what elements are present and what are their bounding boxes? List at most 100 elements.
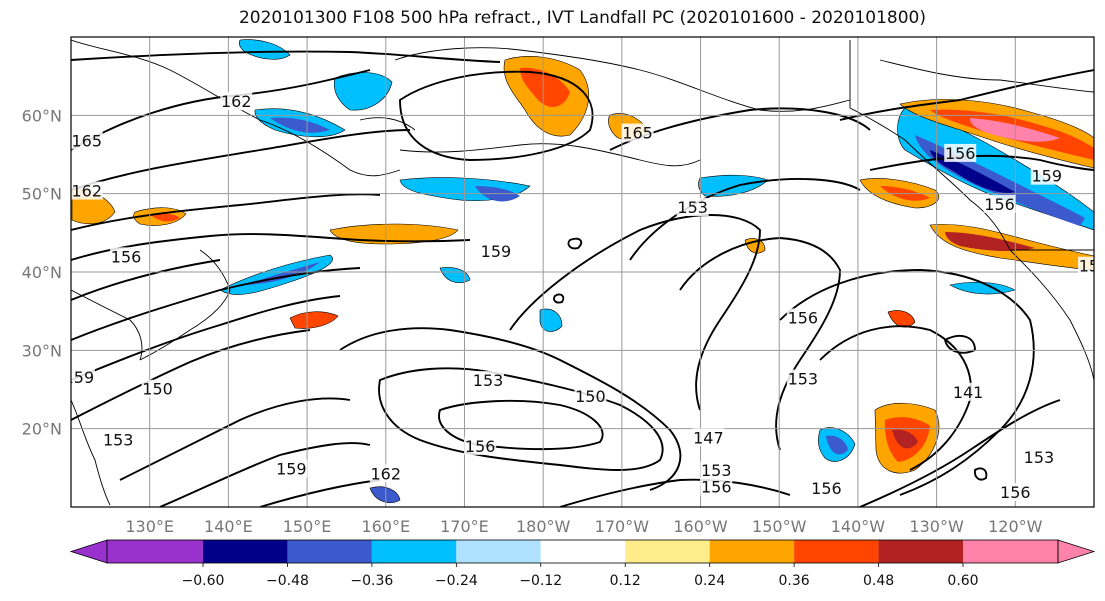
map-frame — [70, 36, 1095, 508]
contour-label-bg — [220, 92, 253, 111]
contour-labels: 1621621651651621561591561531591561501561… — [71, 92, 1094, 502]
contour-label-bg — [1078, 256, 1094, 275]
contour-label-bg — [71, 367, 95, 386]
colorbar-segment — [709, 540, 795, 563]
contour-label: 159 — [276, 460, 307, 479]
contour-label: 153 — [473, 371, 504, 390]
contour-label: 156 — [111, 247, 142, 266]
contour-label-bg — [700, 461, 733, 480]
colorbar-tick-label: −0.36 — [350, 573, 393, 589]
lon-label: 150°E — [283, 517, 332, 536]
lon-label: 170°E — [440, 517, 489, 536]
contour-153-sw — [119, 397, 351, 481]
contour-label: 156 — [811, 479, 842, 498]
contour-150-east — [779, 269, 1035, 496]
lon-label: 160°E — [361, 517, 410, 536]
colorbar-segment — [456, 540, 541, 563]
coast-kamchatka — [359, 117, 416, 131]
contour-label-bg — [786, 369, 819, 388]
contour-153-west — [71, 259, 221, 301]
contour-label: 153 — [701, 461, 732, 480]
contour-label-bg — [110, 247, 143, 266]
shade-negative-kamchatka-core — [270, 117, 330, 133]
contour-label: 153 — [1024, 448, 1055, 467]
contour-159-s — [159, 442, 371, 507]
contour-label-bg — [786, 308, 819, 327]
colorbar-segment — [878, 540, 963, 563]
contour-label-bg — [1030, 166, 1063, 185]
contour-label-bg — [810, 479, 843, 498]
contour-label: 159 — [481, 242, 512, 261]
lat-label: 30°N — [22, 341, 62, 360]
contour-label: 156 — [984, 195, 1015, 214]
contour-label: 150 — [142, 380, 173, 399]
contour-162-s — [259, 479, 381, 507]
contour-153-se — [859, 399, 1061, 507]
contour-label: 156 — [945, 144, 976, 163]
lat-label: 50°N — [22, 185, 62, 204]
contour-162-north — [71, 50, 501, 63]
lon-label: 130°E — [125, 517, 174, 536]
contour-label: 165 — [622, 124, 653, 143]
contour-153-north — [629, 178, 861, 261]
contour-label: 156 — [788, 308, 819, 327]
contour-159-west — [71, 193, 381, 231]
latitude-labels: 60°N 50°N 40°N 30°N 20°N — [22, 106, 62, 438]
colorbar-segment — [540, 540, 626, 563]
shade-negative-mid-2 — [439, 267, 471, 283]
contour-label-bg — [944, 143, 977, 162]
shade-negative-japan-core — [245, 262, 320, 285]
coast-korea — [71, 289, 143, 361]
coast-china — [71, 399, 111, 506]
contour-label: 153 — [677, 198, 708, 217]
contour-label-bg — [141, 379, 174, 398]
lat-label: 20°N — [22, 420, 62, 439]
contour-small-4 — [973, 467, 988, 481]
shade-positive-west-2-core — [150, 213, 180, 222]
contour-label-bg — [999, 483, 1032, 502]
shade-negative-east — [949, 281, 1016, 295]
colorbar-tick-label: 0.36 — [779, 573, 810, 589]
coast-north-america — [849, 40, 1094, 381]
graticule — [71, 37, 1094, 507]
contour-label-bg — [1022, 447, 1055, 466]
contour-159-south — [71, 329, 311, 421]
lon-label: 120°W — [988, 517, 1043, 536]
lat-label: 40°N — [22, 263, 62, 282]
contour-label: 156 — [465, 437, 496, 456]
border-yukon — [879, 59, 1094, 93]
shade-negative-south — [369, 486, 401, 503]
contour-label: 162 — [221, 92, 252, 111]
shade-positive-subtrop-core — [892, 429, 918, 449]
shade-negative-north — [238, 39, 291, 60]
colorbar-tick-label: −0.60 — [182, 573, 225, 589]
contour-159-sw — [71, 267, 361, 341]
colorbar-segment — [963, 540, 1058, 563]
contour-label-bg — [621, 123, 654, 142]
contour-label: 147 — [693, 428, 724, 447]
lon-label: 170°W — [595, 517, 650, 536]
colorbar-segment — [203, 540, 288, 563]
contour-label-bg — [700, 477, 733, 496]
contour-label: 141 — [953, 383, 984, 402]
contour-label-bg — [71, 131, 103, 150]
shade-positive-japan — [289, 311, 339, 329]
shade-negative-bering — [333, 72, 393, 111]
shade-positive-east — [887, 310, 916, 328]
colorbar-frame — [106, 539, 1059, 564]
shade-negative-mid — [539, 308, 563, 332]
figure-title: 2020101300 F108 500 hPa refract., IVT La… — [238, 8, 926, 28]
contour-156-s — [559, 478, 791, 507]
contour-153-central — [679, 237, 841, 451]
contour-165-alaska — [399, 70, 594, 161]
map-area: 1621621651651621561591561531591561501561… — [71, 37, 1094, 507]
contour-159-east — [869, 154, 1094, 171]
colorbar-tick-label: −0.12 — [519, 573, 562, 589]
contour-label-bg — [952, 382, 985, 401]
contour-label-bg — [692, 428, 725, 447]
colorbar — [69, 539, 1096, 564]
colorbar-tick-label: −0.48 — [266, 573, 309, 589]
contour-label: 153 — [103, 431, 134, 450]
contour-label-bg — [102, 430, 135, 449]
colorbar-tick-label: −0.24 — [435, 573, 478, 589]
